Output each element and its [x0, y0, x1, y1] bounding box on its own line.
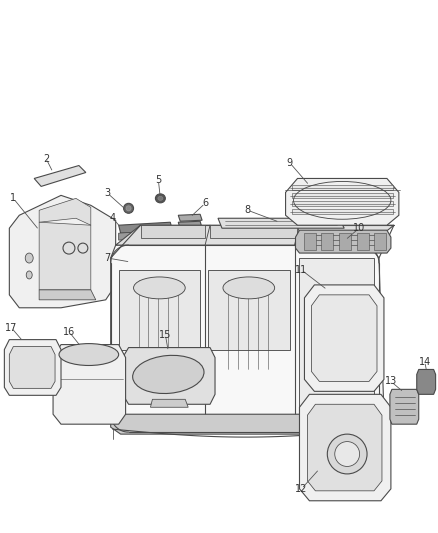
Polygon shape	[9, 346, 55, 389]
Polygon shape	[141, 225, 205, 238]
Text: 1: 1	[10, 193, 16, 204]
Text: 8: 8	[245, 205, 251, 215]
Text: 9: 9	[286, 158, 293, 167]
Polygon shape	[53, 345, 126, 424]
Ellipse shape	[25, 253, 33, 263]
Polygon shape	[116, 225, 394, 245]
Ellipse shape	[63, 242, 75, 254]
Polygon shape	[286, 179, 399, 225]
Text: 12: 12	[295, 484, 307, 494]
Polygon shape	[321, 233, 333, 250]
Text: 11: 11	[295, 265, 307, 275]
Polygon shape	[119, 270, 200, 350]
Polygon shape	[390, 389, 419, 424]
Polygon shape	[39, 198, 91, 225]
Ellipse shape	[26, 271, 32, 279]
Polygon shape	[374, 233, 386, 250]
Polygon shape	[304, 285, 384, 391]
Polygon shape	[123, 348, 215, 404]
Text: 6: 6	[202, 198, 208, 208]
Polygon shape	[307, 404, 382, 491]
Polygon shape	[292, 201, 393, 206]
Polygon shape	[218, 218, 344, 228]
Polygon shape	[357, 233, 369, 250]
Polygon shape	[9, 196, 116, 308]
Polygon shape	[178, 214, 202, 221]
Text: 4: 4	[110, 213, 116, 223]
Ellipse shape	[327, 434, 367, 474]
Polygon shape	[292, 209, 393, 214]
Text: 14: 14	[419, 357, 431, 367]
Text: 2: 2	[43, 154, 49, 164]
Polygon shape	[178, 221, 202, 229]
Polygon shape	[39, 290, 96, 300]
Polygon shape	[292, 193, 393, 198]
Ellipse shape	[133, 356, 204, 393]
Polygon shape	[304, 233, 316, 250]
Polygon shape	[296, 230, 391, 253]
Ellipse shape	[158, 196, 163, 200]
Text: 13: 13	[385, 376, 397, 386]
Polygon shape	[119, 231, 148, 240]
Polygon shape	[119, 222, 172, 233]
Text: 7: 7	[105, 253, 111, 263]
Polygon shape	[417, 369, 436, 394]
Text: 3: 3	[105, 188, 111, 198]
Ellipse shape	[78, 243, 88, 253]
Polygon shape	[39, 222, 91, 290]
Ellipse shape	[155, 194, 165, 203]
Polygon shape	[292, 185, 393, 190]
Ellipse shape	[126, 206, 131, 211]
Polygon shape	[4, 340, 61, 395]
Polygon shape	[111, 414, 384, 434]
Polygon shape	[311, 295, 377, 382]
Polygon shape	[339, 233, 351, 250]
Polygon shape	[111, 245, 384, 429]
Text: 16: 16	[63, 327, 75, 337]
Ellipse shape	[134, 277, 185, 299]
Polygon shape	[210, 225, 297, 238]
Polygon shape	[150, 399, 188, 407]
Polygon shape	[34, 166, 86, 187]
Ellipse shape	[335, 441, 360, 466]
Ellipse shape	[223, 277, 275, 299]
Text: 17: 17	[5, 322, 18, 333]
Ellipse shape	[59, 344, 119, 366]
Polygon shape	[300, 258, 374, 414]
Polygon shape	[208, 270, 290, 350]
Text: 15: 15	[159, 329, 172, 340]
Polygon shape	[300, 394, 391, 501]
Text: 10: 10	[353, 223, 365, 233]
Text: 5: 5	[155, 175, 162, 185]
Ellipse shape	[124, 203, 134, 213]
